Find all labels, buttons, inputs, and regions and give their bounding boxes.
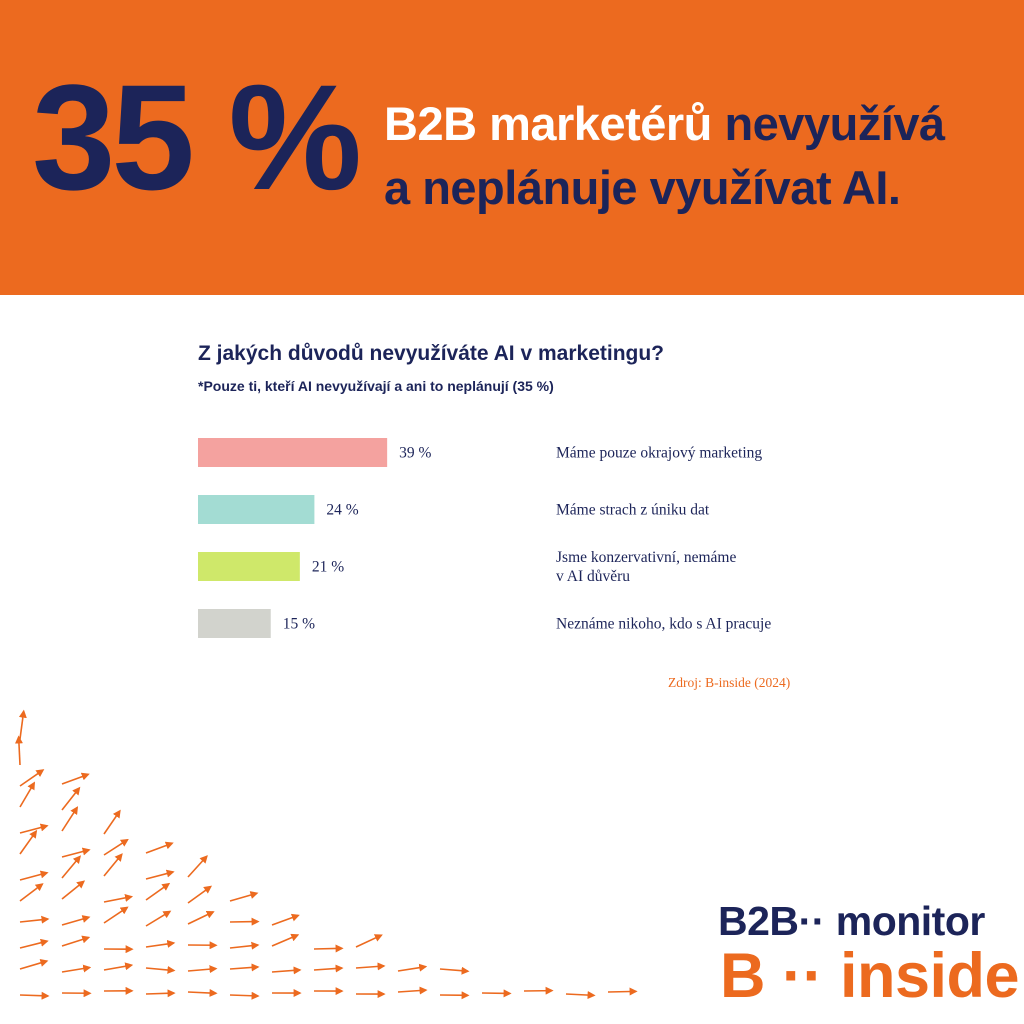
arrow-icon (61, 786, 81, 811)
arrow-icon (355, 934, 383, 948)
arrow-icon (19, 870, 49, 881)
bar-value-label: 15 % (283, 616, 315, 633)
arrow-icon (19, 781, 36, 808)
arrow-icon (19, 769, 45, 787)
arrow-icon (355, 962, 386, 971)
arrow-icon (19, 938, 49, 949)
category-label: Máme pouze okrajový marketing (556, 445, 762, 462)
bar-value-label: 24 % (326, 502, 358, 519)
arrow-icon (145, 910, 172, 927)
bar-value-label: 21 % (312, 559, 344, 576)
headline-white-part: B2B marketérů (384, 97, 712, 150)
header-banner: 35 % B2B marketérů nevyužívá a neplánuje… (0, 0, 1024, 295)
bar-chart: 39 % Máme pouze okrajový marketing 24 % Mám… (198, 438, 771, 638)
arrow-icon (271, 933, 300, 947)
category-label: v AI důvěru (556, 568, 630, 585)
arrow-icon (187, 885, 213, 904)
bar-1 (198, 438, 388, 467)
arrow-icon (61, 855, 82, 879)
category-label: Máme strach z úniku dat (556, 502, 710, 519)
arrow-icon (229, 891, 259, 902)
b-inside-logo: B ·· inside (720, 941, 1020, 1011)
arrow-icon (19, 829, 38, 855)
arrow-icon (61, 806, 79, 832)
arrow-icon (397, 986, 428, 995)
arrow-icon (103, 893, 134, 903)
arrow-icon (19, 915, 50, 924)
arrow-icon (145, 965, 176, 974)
arrow-icon (14, 735, 23, 766)
arrow-icon (229, 941, 260, 950)
category-label: Jsme konzervativní, nemáme (556, 549, 736, 566)
arrow-icon (271, 913, 300, 926)
arrow-icon (145, 869, 175, 880)
arrow-icon (187, 988, 218, 997)
headline-dark-part-2: a neplánuje využívat AI. (384, 161, 901, 214)
arrow-icon (187, 855, 208, 878)
headline-text: B2B marketérů nevyužívá a neplánuje využ… (384, 92, 1004, 220)
arrow-icon (19, 991, 50, 1000)
arrow-icon (19, 883, 44, 902)
arrow-icon (271, 966, 302, 975)
arrow-icon (145, 989, 176, 998)
chart-title: Z jakých důvodů nevyužíváte AI v marketi… (198, 342, 665, 365)
arrow-pattern-decoration (14, 709, 638, 1000)
arrow-icon (313, 964, 344, 973)
chart-subtitle: *Pouze ti, kteří AI nevyužívají a ani to… (198, 378, 554, 394)
bar-value-label: 39 % (399, 445, 431, 462)
headline-stat: 35 % (32, 53, 362, 221)
arrow-icon (607, 987, 638, 996)
arrow-icon (61, 935, 91, 947)
arrow-icon (103, 962, 134, 971)
arrow-icon (187, 911, 215, 925)
headline-dark-part-1: nevyužívá (724, 97, 945, 150)
arrow-icon (229, 991, 260, 1000)
arrow-icon (103, 838, 129, 856)
bar-4 (198, 609, 271, 638)
arrow-icon (61, 847, 91, 858)
b2b-monitor-logo: B2B·· monitor (718, 898, 985, 944)
arrow-icon (61, 915, 91, 926)
arrow-icon (61, 772, 90, 785)
bar-3 (198, 552, 300, 581)
arrow-icon (145, 841, 174, 854)
source-note: Zdroj: B-inside (2024) (668, 675, 791, 690)
arrow-icon (103, 809, 121, 835)
arrow-icon (565, 991, 596, 1000)
arrow-icon (439, 966, 470, 975)
arrow-icon (18, 709, 27, 740)
arrow-icon (61, 880, 86, 900)
arrow-icon (145, 939, 176, 948)
bar-2 (198, 495, 315, 524)
arrow-icon (19, 823, 49, 834)
arrow-icon (103, 853, 123, 877)
arrow-icon (19, 959, 49, 970)
arrow-icon (229, 963, 260, 972)
arrow-icon (187, 965, 218, 974)
category-label: Neznáme nikoho, kdo s AI pracuje (556, 616, 771, 633)
arrow-icon (397, 963, 428, 972)
arrow-icon (313, 944, 344, 953)
arrow-icon (145, 882, 171, 901)
arrow-icon (103, 906, 129, 924)
arrow-icon (61, 964, 92, 973)
